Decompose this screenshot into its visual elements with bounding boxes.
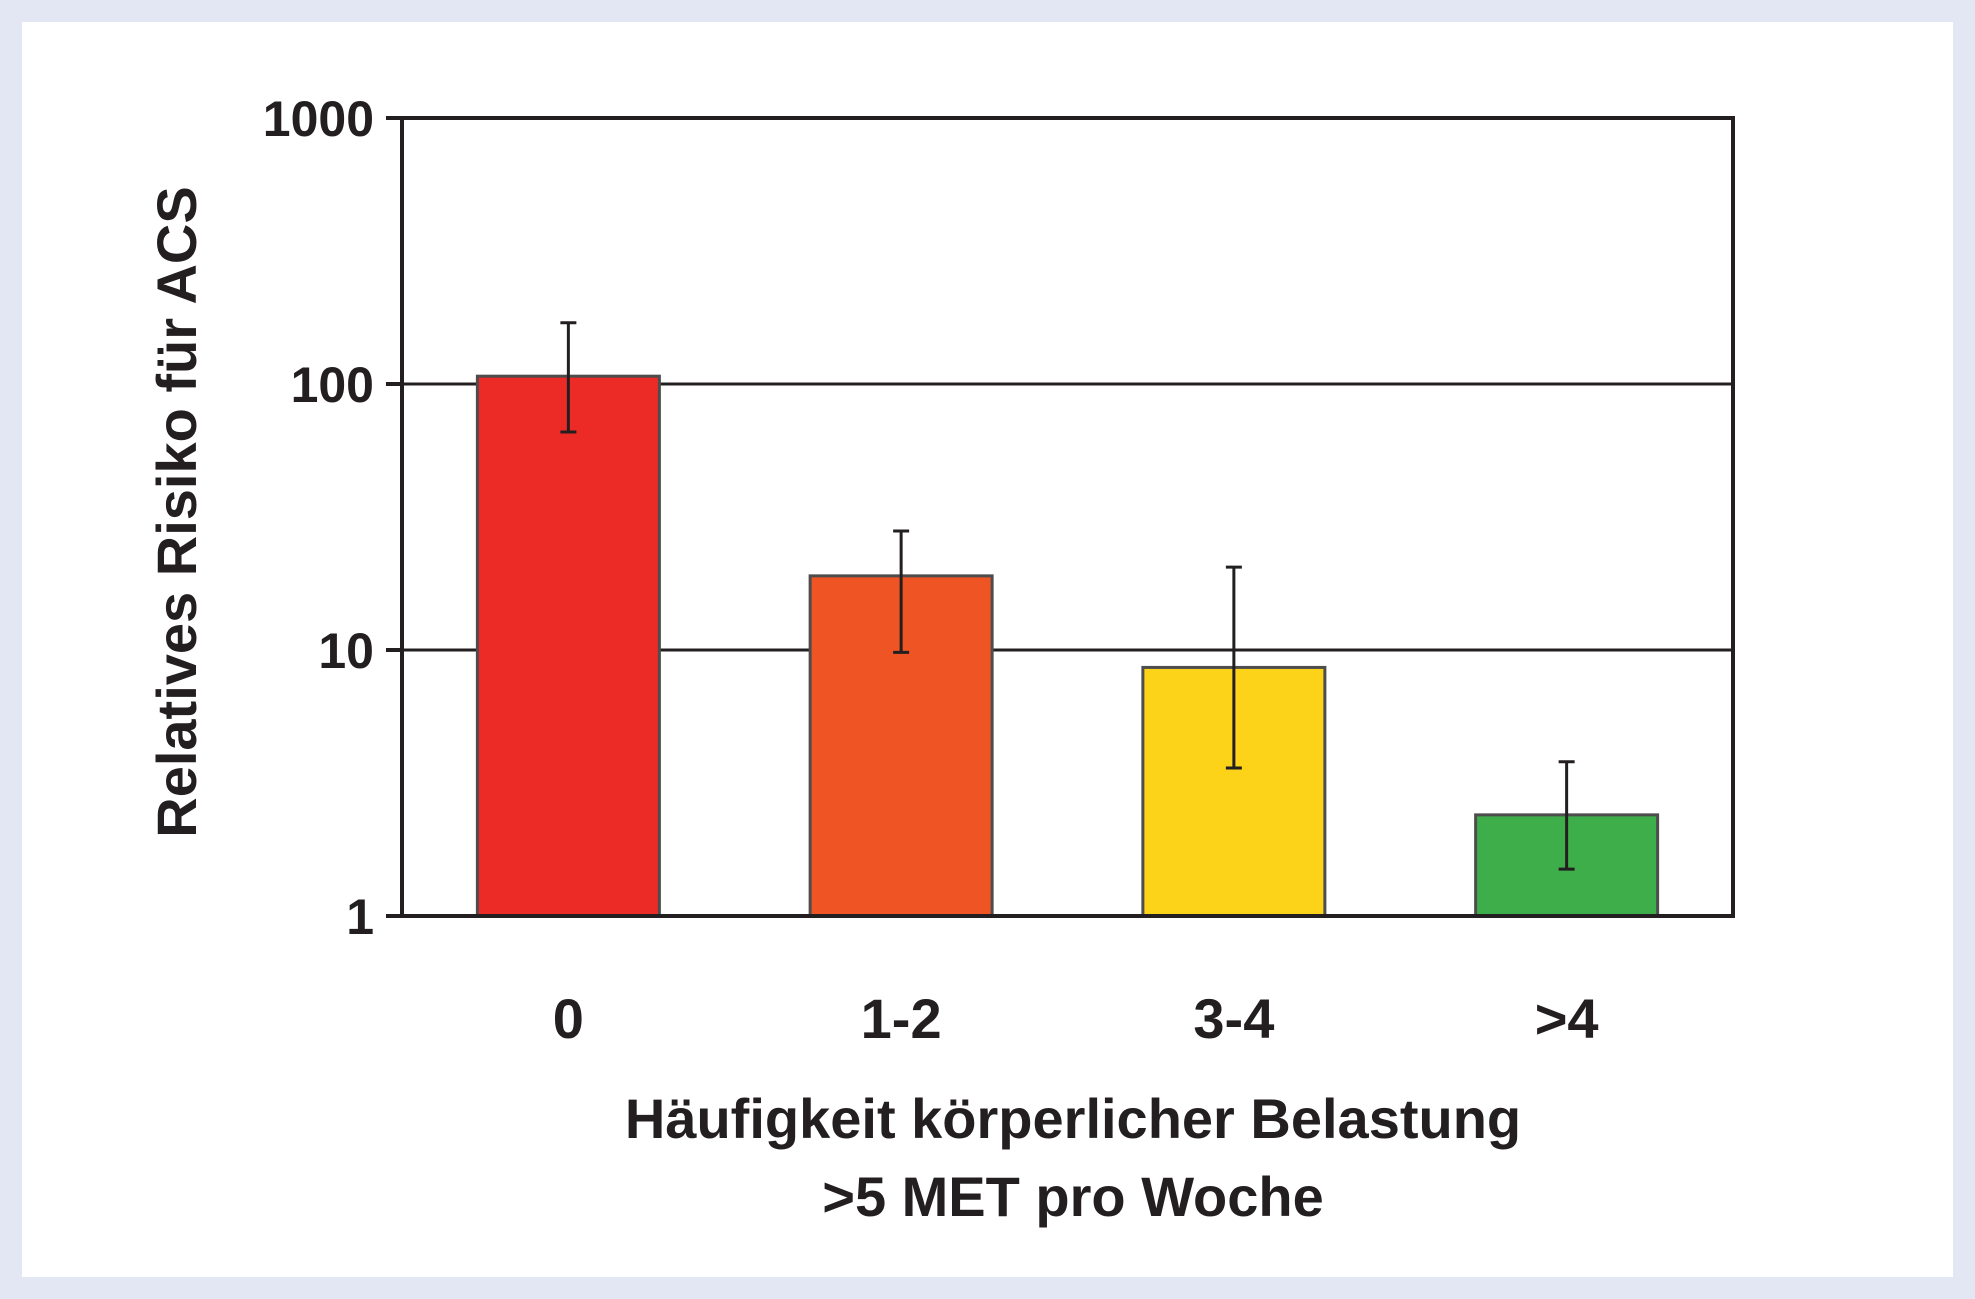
error-bar [1558,760,1575,871]
y-tick-label: 1000 [263,91,374,147]
x-tick-label: >4 [1535,987,1599,1050]
error-bar [560,321,577,434]
x-axis-ticks: 0 1-2 3-4 >4 [553,987,1599,1050]
error-bars [560,321,1575,871]
x-axis-title-line1: Häufigkeit körperlicher Belastung [625,1087,1521,1150]
error-bar [893,529,910,654]
y-axis-ticks: 1 10 100 1000 [263,91,402,945]
x-tick-label: 3-4 [1193,987,1274,1050]
y-tick-label: 10 [318,623,374,679]
y-tick-label: 100 [291,357,374,413]
y-axis-title: Relatives Risiko für ACS [145,186,208,837]
bars [475,374,1660,918]
y-tick-label: 1 [346,889,374,945]
x-tick-label: 1-2 [861,987,942,1050]
error-bar [1225,565,1242,770]
x-axis-title-line2: >5 MET pro Woche [822,1165,1323,1228]
bar [475,374,661,918]
x-tick-label: 0 [553,987,584,1050]
plot-area-border [400,116,1735,918]
